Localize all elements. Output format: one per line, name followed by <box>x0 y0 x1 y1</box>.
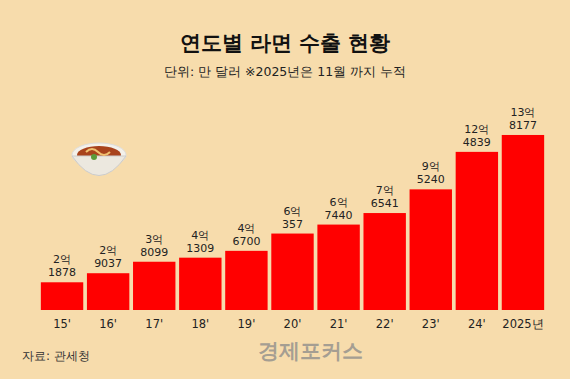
x-tick-label: 17' <box>145 317 163 331</box>
x-tick-label: 15' <box>53 317 71 331</box>
data-label-line: 8099 <box>140 246 168 259</box>
data-label-line: 1878 <box>48 266 76 279</box>
bar <box>225 251 267 310</box>
x-axis: 15' 16' 17' 18' 19' 20' 21' 22' 23' 24' 2025년 <box>53 317 543 331</box>
data-label: 2억1878 <box>48 253 76 279</box>
x-tick-label: 20' <box>284 317 302 331</box>
bowl-noodle <box>86 149 110 155</box>
data-label-line: 13억 <box>510 106 535 119</box>
bar <box>41 282 83 310</box>
bar <box>179 258 221 310</box>
data-label-line: 2억 <box>99 244 117 257</box>
data-label: 6억7440 <box>325 196 353 222</box>
subtitle: 단위: 만 달러 ※2025년은 11월 까지 누적 <box>164 64 406 79</box>
data-label: 4억6700 <box>232 222 260 248</box>
data-label-line: 5240 <box>417 173 445 186</box>
x-tick-label: 2025년 <box>502 317 543 331</box>
bar <box>410 189 452 310</box>
data-label-line: 7440 <box>325 209 353 222</box>
bar <box>133 262 175 310</box>
data-label: 4억1309 <box>186 229 214 255</box>
data-label-line: 6541 <box>371 197 399 210</box>
x-tick-label: 19' <box>238 317 256 331</box>
data-label-line: 2억 <box>53 253 71 266</box>
x-tick-label: 21' <box>330 317 348 331</box>
data-label-line: 12억 <box>464 123 489 136</box>
data-label-line: 357 <box>282 218 303 231</box>
data-label-line: 7억 <box>376 184 394 197</box>
bars <box>41 135 544 310</box>
x-tick-label: 24' <box>468 317 486 331</box>
x-tick-label: 22' <box>376 317 394 331</box>
data-labels: 2억18782억90373억80994억13094억67006억3576억744… <box>48 106 537 279</box>
bar <box>456 152 498 310</box>
data-label: 9억5240 <box>417 160 445 186</box>
x-tick-label: 16' <box>99 317 117 331</box>
bar <box>502 135 544 310</box>
data-label-line: 1309 <box>186 242 214 255</box>
data-label-line: 9억 <box>422 160 440 173</box>
data-label-line: 6700 <box>232 235 260 248</box>
chart-root: 연도별 라면 수출 현황단위: 만 달러 ※2025년은 11월 까지 누적 2억… <box>0 0 570 379</box>
data-label: 13억8177 <box>509 106 537 132</box>
data-label-line: 4억 <box>191 229 209 242</box>
bar <box>317 225 359 310</box>
data-label: 12억4839 <box>463 123 491 149</box>
bowl-icon <box>72 143 126 176</box>
data-label-line: 8177 <box>509 119 537 132</box>
bar <box>363 213 405 310</box>
background <box>0 0 570 379</box>
data-label-line: 3억 <box>145 233 163 246</box>
data-label-line: 4839 <box>463 136 491 149</box>
data-label-line: 6억 <box>330 196 348 209</box>
watermark: 경제포커스 <box>258 339 363 363</box>
bowl-body <box>72 156 126 176</box>
title: 연도별 라면 수출 현황 <box>180 31 391 55</box>
data-label-line: 6억 <box>284 205 302 218</box>
x-tick-label: 18' <box>191 317 209 331</box>
data-label: 7억6541 <box>371 184 399 210</box>
x-tick-label: 23' <box>422 317 440 331</box>
source: 자료: 관세청 <box>22 349 90 363</box>
bowl-garnish <box>91 154 97 160</box>
bar <box>87 273 129 310</box>
chart: 연도별 라면 수출 현황단위: 만 달러 ※2025년은 11월 까지 누적 2억… <box>0 0 570 379</box>
data-label-line: 4억 <box>237 222 255 235</box>
data-label: 2억9037 <box>94 244 122 270</box>
data-label-line: 9037 <box>94 257 122 270</box>
bar <box>271 234 313 310</box>
data-label: 6억357 <box>282 205 303 231</box>
data-label: 3억8099 <box>140 233 168 259</box>
